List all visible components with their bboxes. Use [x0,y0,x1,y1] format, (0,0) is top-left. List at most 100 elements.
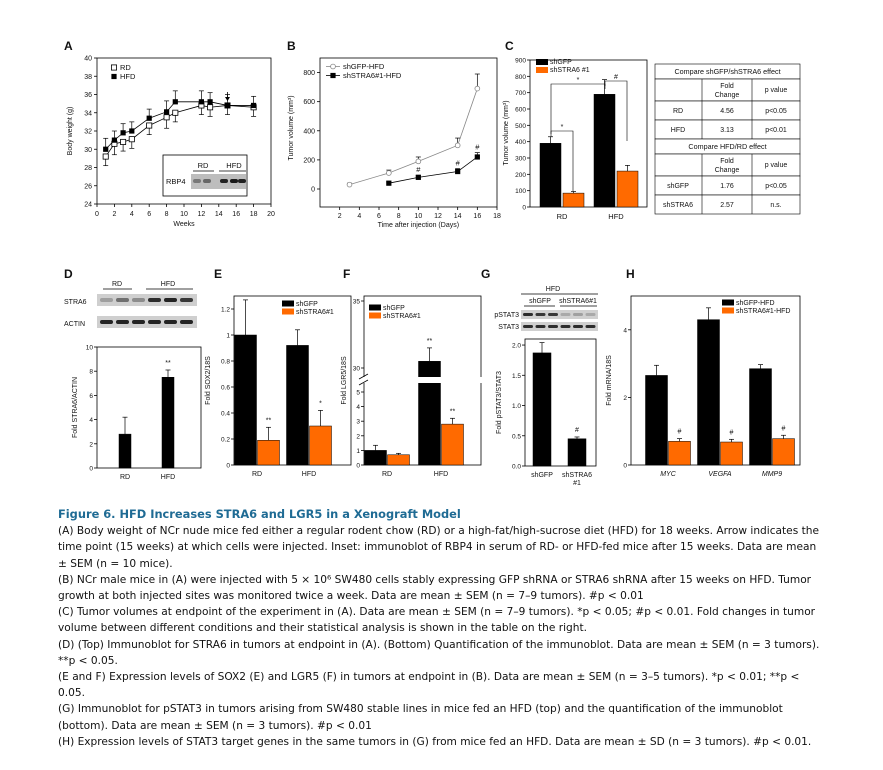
y-tick-label-c: 400 [515,139,526,146]
data-point-b [474,85,481,92]
legend-label-f: shGFP [383,305,405,312]
significance-mark-b: # [475,143,480,152]
data-point-a-hfd [198,99,204,105]
figure-6: A0 2 4 6 8 10 12 14 16 18 20242628303234363840Week… [64,39,801,487]
caption-paragraph-d: (D) (Top) Immunoblot for STRA6 in tumors… [58,638,820,667]
y-tick-label-a: 40 [84,56,92,63]
y-axis-label-c: Tumor volume (mm³) [503,100,510,165]
blot-band [585,313,596,316]
bar-e [309,425,332,466]
data-point-b [474,154,480,160]
x-tick-label-b: 6 [377,213,381,220]
blot-band [573,313,583,316]
blot-band [132,320,145,324]
data-point-a-hfd [251,102,257,109]
y-axis-label-h: Fold mRNA/18S [606,355,613,406]
category-label-e: HFD [302,471,316,478]
x-tick-label-b: 10 [414,213,422,220]
y-tick-label-c: 800 [515,74,526,81]
y-tick-label-c: 100 [515,188,526,195]
data-point-a-hfd [129,128,135,134]
panel-letter-e: E [214,267,222,281]
y-tick-label-d: 8 [89,369,93,376]
blot-band [116,298,129,302]
legend-swatch-h [722,299,734,306]
plot-frame-c [529,59,648,208]
blot-row-label-d: STRA6 [64,299,87,306]
table-cell: p<0.05 [765,108,787,115]
bracket-c [550,83,606,134]
y-tick-label-g: 0.0 [512,464,521,471]
legend-swatch-f [369,304,381,311]
blot-band [535,325,546,328]
significance-mark-g: # [575,427,579,434]
legend-marker-b [330,63,336,70]
table-cell: 3.13 [720,127,734,134]
caption-paragraph-c: (C) Tumor volumes at endpoint of the exp… [58,606,816,635]
y-tick-label-a: 38 [84,74,92,81]
y-tick-label-b: 400 [303,128,315,135]
blot-band [180,320,193,324]
table-header: Compare shGFP/shSTRA6 effect [674,67,780,76]
bar-f [441,423,464,466]
blot-group-label-d: RD [112,281,122,288]
x-tick-label-a: 2 [112,211,116,218]
y-tick-label-h: 2 [623,395,627,402]
legend-swatch-h [722,307,734,314]
y-tick-label-f: 4 [356,404,360,411]
axis-break-gap [358,377,487,383]
y-tick-label-h: 0 [623,463,627,470]
legend-marker-b [330,72,336,79]
category-label-f: HFD [434,471,448,478]
y-tick-label-f: 0 [356,463,360,470]
inset-group-label: RD [198,161,209,170]
category-label-c: HFD [608,212,624,221]
series-line-b [388,156,478,184]
panel-letter-c: C [505,39,514,53]
x-tick-label-a: 0 [95,211,99,218]
y-axis-label-d: Fold STRA6/ACTIN [72,377,79,438]
category-label-g: shGFP [531,472,553,479]
caption-paragraph-a: (A) Body weight of NCr nude mice fed eit… [58,525,819,570]
blot-band [164,298,177,302]
category-label-h: MMP9 [762,471,782,478]
y-tick-label-b: 800 [303,70,315,77]
y-axis-label-b: Tumor volume (mm³) [288,95,295,160]
panel-letter-f: F [343,267,350,281]
significance-mark-c: # [614,74,618,81]
bar-h [749,368,772,466]
stats-table: Compare shGFP/shSTRA6 effect Fold Change p … [654,63,801,215]
blot-strip-d [97,294,197,306]
data-point-a-hfd [120,130,126,136]
blot-band [238,179,246,183]
category-label-d: HFD [161,474,175,481]
figure-caption: Figure 6. HFD Increases STRA6 and LGR5 i… [58,506,820,750]
significance-mark-f: ** [427,338,433,345]
blot-col-label-g: shGFP [529,298,551,305]
data-point-a-hfd [172,99,178,105]
y-tick-label-c: 900 [515,58,526,65]
bar-e [286,345,309,466]
y-tick-label-f: 3 [356,419,360,426]
bar-c-rd [539,143,562,208]
blot-band [523,325,533,328]
y-tick-label-c: 700 [515,90,526,97]
significance-mark-e: ** [266,417,272,424]
y-tick-label-c: 0 [522,205,526,212]
legend-swatch-c [536,59,548,65]
significance-mark-h: # [782,425,786,432]
bar-e [234,334,257,466]
y-tick-label-f: 30 [353,366,361,373]
x-axis-label-a: Weeks [173,221,195,228]
x-tick-label-a: 10 [180,211,188,218]
blot-group-label-d: HFD [161,281,175,288]
data-point-b [386,170,392,176]
y-tick-label-c: 300 [515,156,526,163]
bar-f [418,361,441,466]
category-label-d: RD [120,474,130,481]
caption-paragraph-g: (G) Immunoblot for pSTAT3 in tumors aris… [58,703,783,732]
series-line-a-hfd [105,101,254,150]
data-point-b [415,158,422,165]
x-tick-label-a: 6 [147,211,151,218]
y-tick-label-g: 1.5 [512,373,521,380]
